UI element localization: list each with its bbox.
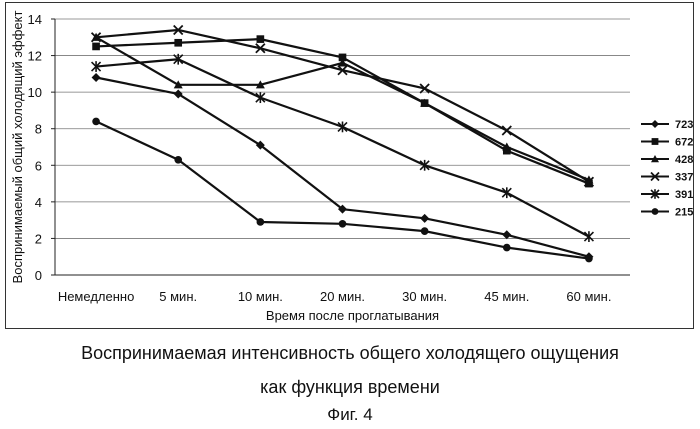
y-tick-label: 12 (28, 49, 42, 64)
y-tick-label: 4 (35, 195, 42, 210)
data-point-215 (421, 227, 429, 235)
legend-label: 337 (675, 172, 693, 184)
plot-area: 0 2 4 6 8 10 12 14 Немедленно 5 мин. 10 мин. 20 мин… (28, 12, 630, 304)
legend-item-428: 428 (641, 154, 693, 166)
x-tick-label: 10 мин. (238, 289, 283, 304)
caption-subtitle: как функция времени (0, 377, 700, 398)
legend-marker-215 (652, 208, 659, 215)
data-point-337 (502, 126, 511, 135)
y-tick-label: 14 (28, 12, 42, 27)
series-723 (92, 73, 594, 261)
figure-number: Фиг. 4 (0, 405, 700, 425)
data-point-723 (502, 230, 511, 239)
x-tick-label: 45 мин. (484, 289, 529, 304)
x-tick-label: Немедленно (58, 289, 135, 304)
series-line-337 (96, 30, 589, 182)
x-tick-label: 20 мин. (320, 289, 365, 304)
x-tick-label: 5 мин. (159, 289, 197, 304)
data-point-215 (257, 218, 265, 226)
legend-marker-723 (651, 120, 659, 128)
data-point-215 (174, 156, 182, 164)
x-tick-label: 60 мин. (566, 289, 611, 304)
series-line-723 (96, 78, 589, 257)
legend-item-391: 391 (641, 189, 693, 201)
series-672 (92, 35, 593, 187)
series-337 (92, 25, 594, 186)
data-point-723 (92, 73, 101, 82)
data-point-215 (339, 220, 347, 228)
legend-label: 723 (675, 119, 693, 131)
series-391 (92, 54, 594, 242)
legend-label: 391 (675, 189, 693, 201)
data-point-215 (92, 118, 100, 126)
y-tick-label: 2 (35, 231, 42, 246)
data-point-672 (92, 43, 100, 51)
series-215 (92, 118, 593, 263)
legend-item-337: 337 (641, 172, 693, 184)
legend-item-672: 672 (641, 137, 693, 149)
legend-marker-672 (652, 138, 659, 145)
data-point-391 (584, 231, 593, 242)
y-tick-label: 0 (35, 268, 42, 283)
data-point-723 (420, 214, 429, 223)
x-tick-label: 30 мин. (402, 289, 447, 304)
legend-item-723: 723 (641, 119, 693, 131)
y-tick-label: 8 (35, 122, 42, 137)
y-tick-label: 6 (35, 158, 42, 173)
legend-item-215: 215 (641, 207, 693, 219)
legend-label: 428 (675, 154, 693, 166)
y-tick-label: 10 (28, 85, 42, 100)
x-axis-label: Время после проглатывания (266, 308, 439, 323)
data-point-215 (503, 244, 511, 252)
data-point-672 (174, 39, 182, 47)
data-point-672 (257, 35, 265, 43)
line-chart: 0 2 4 6 8 10 12 14 Немедленно 5 мин. 10 мин. 20 мин… (0, 0, 700, 332)
caption-title: Воспринимаемая интенсивность общего холо… (0, 343, 700, 364)
legend-label: 672 (675, 137, 693, 149)
data-point-215 (585, 255, 593, 263)
legend-label: 215 (675, 207, 693, 219)
legend: 723 672 428 337 391 215 (641, 119, 693, 219)
y-axis-label: Воспринимаемый общий холодящий эффект (10, 11, 25, 284)
